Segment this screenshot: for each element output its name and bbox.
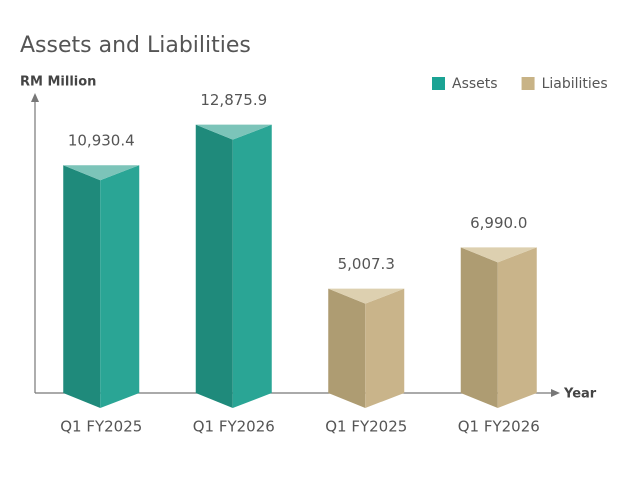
bar-left-face bbox=[195, 124, 233, 408]
y-axis-arrow bbox=[31, 93, 39, 102]
bar-right-face bbox=[100, 165, 140, 408]
value-label: 12,875.9 bbox=[200, 91, 267, 109]
bar bbox=[195, 124, 272, 408]
x-tick-label: Q1 FY2026 bbox=[193, 418, 275, 436]
bar-right-face bbox=[365, 288, 405, 408]
legend-label: Liabilities bbox=[542, 76, 608, 92]
bar-right-face bbox=[232, 124, 272, 408]
value-label: 5,007.3 bbox=[338, 255, 395, 273]
value-label: 10,930.4 bbox=[68, 132, 135, 150]
x-tick-label: Q1 FY2026 bbox=[458, 418, 540, 436]
bar bbox=[328, 288, 405, 408]
bar-top bbox=[195, 124, 272, 140]
bar bbox=[460, 247, 537, 408]
x-tick-label: Q1 FY2025 bbox=[325, 418, 407, 436]
bar-top bbox=[328, 288, 405, 304]
chart-title: Assets and Liabilities bbox=[20, 33, 251, 58]
bar bbox=[63, 165, 140, 408]
legend-swatch bbox=[432, 77, 445, 90]
x-tick-label: Q1 FY2025 bbox=[60, 418, 142, 436]
y-axis-label: RM Million bbox=[20, 75, 96, 90]
bar-left-face bbox=[328, 288, 366, 408]
bar-top bbox=[460, 247, 537, 263]
bar-left-face bbox=[63, 165, 101, 408]
legend-swatch bbox=[521, 77, 535, 90]
bar-left-face bbox=[460, 247, 498, 408]
bar-right-face bbox=[497, 247, 537, 408]
value-label: 6,990.0 bbox=[470, 214, 527, 232]
x-axis-label: Year bbox=[563, 387, 597, 402]
legend-label: Assets bbox=[452, 76, 498, 92]
x-axis-arrow bbox=[551, 389, 560, 397]
bar-top bbox=[63, 165, 140, 181]
